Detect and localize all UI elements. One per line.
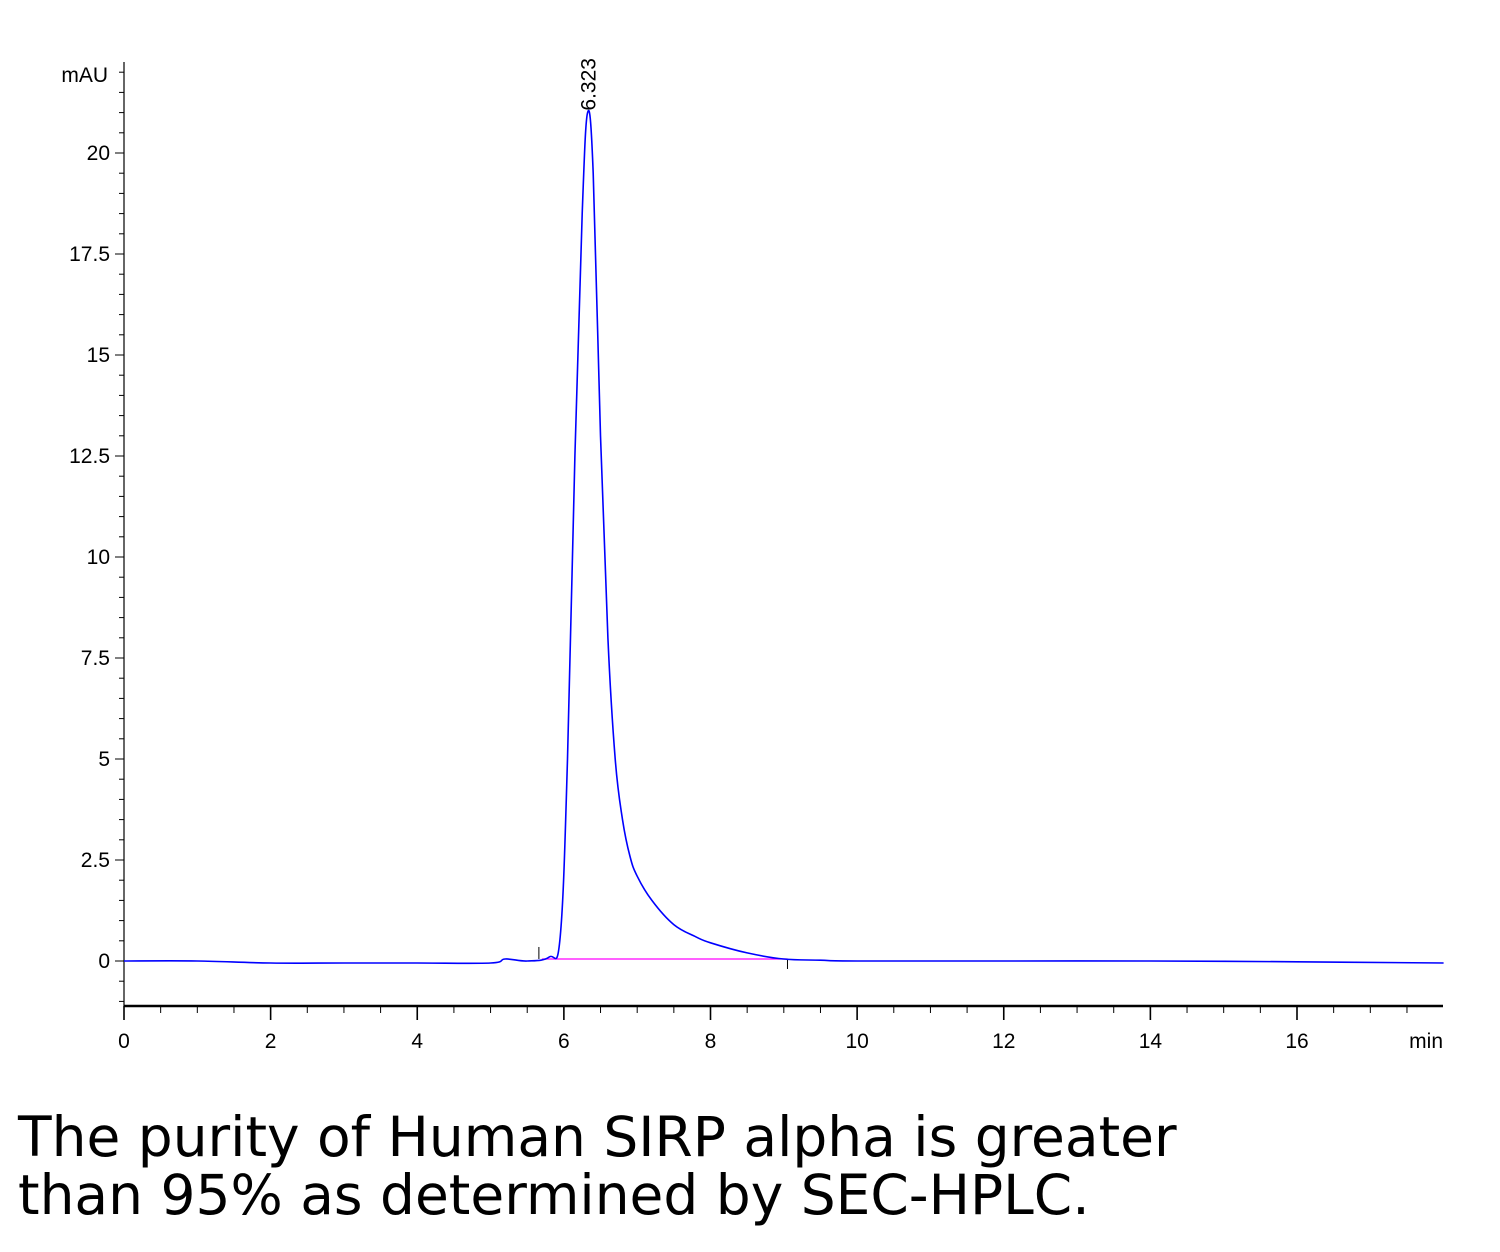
plot-marks: 6.323 xyxy=(123,58,1444,969)
x-tick-label: 8 xyxy=(705,1030,717,1053)
y-tick-label: 20 xyxy=(87,142,110,165)
y-tick-label: 17.5 xyxy=(69,243,110,266)
y-tick-label: 5 xyxy=(98,748,110,771)
peak-label: 6.323 xyxy=(578,58,601,111)
y-axis-unit: mAU xyxy=(61,64,108,87)
y-tick-label: 12.5 xyxy=(69,445,110,468)
y-tick-label: 10 xyxy=(87,546,110,569)
x-tick-label: 14 xyxy=(1139,1030,1163,1053)
y-tick-label: 0 xyxy=(98,950,110,973)
y-tick-label: 7.5 xyxy=(81,647,110,670)
axes: 0 2.5 5 7.5 10 12.5 15 17.5 20 0 2 4 6 8 10 12 14 16 xyxy=(69,62,1443,1053)
x-tick-label: 10 xyxy=(845,1030,868,1053)
caption: The purity of Human SIRP alpha is greate… xyxy=(18,1108,1478,1224)
y-tick-label: 2.5 xyxy=(81,849,110,872)
x-tick-label: 12 xyxy=(992,1030,1015,1053)
x-tick-label: 6 xyxy=(558,1030,570,1053)
x-tick-label: 2 xyxy=(265,1030,277,1053)
x-tick-label: 4 xyxy=(411,1030,423,1053)
chromatogram-chart: 0 2.5 5 7.5 10 12.5 15 17.5 20 0 2 4 6 8 10 12 14 16 6.32… xyxy=(61,58,1444,1053)
caption-line-2: than 95% as determined by SEC-HPLC. xyxy=(18,1163,1090,1227)
x-tick-label: 16 xyxy=(1285,1030,1308,1053)
chromatogram-trace-0 xyxy=(123,109,1444,965)
x-tick-label: 0 xyxy=(118,1030,130,1053)
caption-line-1: The purity of Human SIRP alpha is greate… xyxy=(18,1105,1177,1169)
x-axis-unit: min xyxy=(1409,1030,1443,1053)
y-tick-label: 15 xyxy=(87,344,110,367)
